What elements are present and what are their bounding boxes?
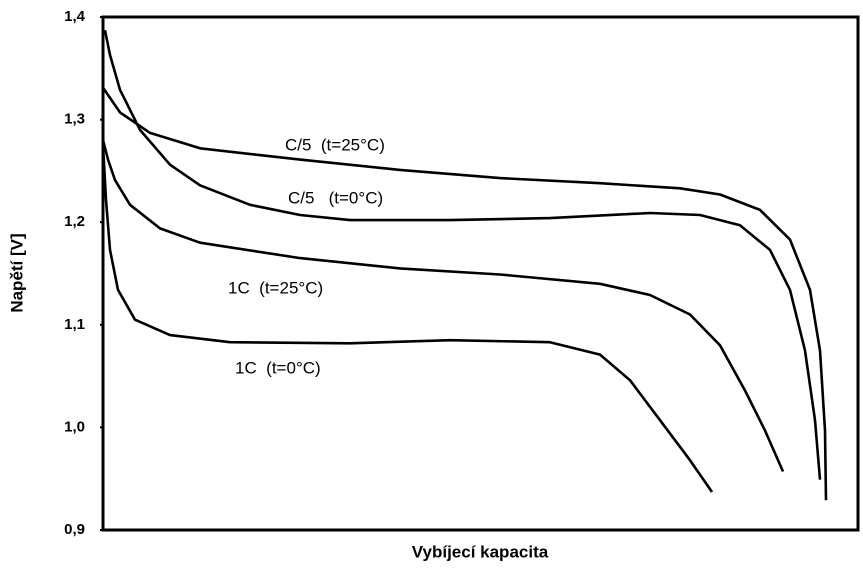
plot-frame: [101, 15, 860, 532]
line-series: [103, 30, 822, 480]
line-series: [101, 145, 714, 493]
y-tick-label: 1,0: [64, 418, 85, 435]
y-tick-label: 1,4: [64, 8, 86, 25]
line-series: [101, 87, 828, 501]
y-tick-label: 0,9: [64, 521, 85, 538]
series-label: 1C (t=0°C): [235, 358, 321, 377]
x-axis-label: Vybíjecí kapacita: [412, 542, 549, 561]
series-label: C/5 (t=0°C): [288, 188, 383, 207]
y-axis-label: Napětí [V]: [7, 233, 26, 312]
y-tick-label: 1,3: [64, 111, 85, 128]
series-label: 1C (t=25°C): [228, 278, 323, 297]
y-tick-label: 1,1: [64, 316, 85, 333]
y-tick-label: 1,2: [64, 213, 85, 230]
line-series: [101, 139, 785, 473]
series-label: C/5 (t=25°C): [285, 135, 385, 154]
